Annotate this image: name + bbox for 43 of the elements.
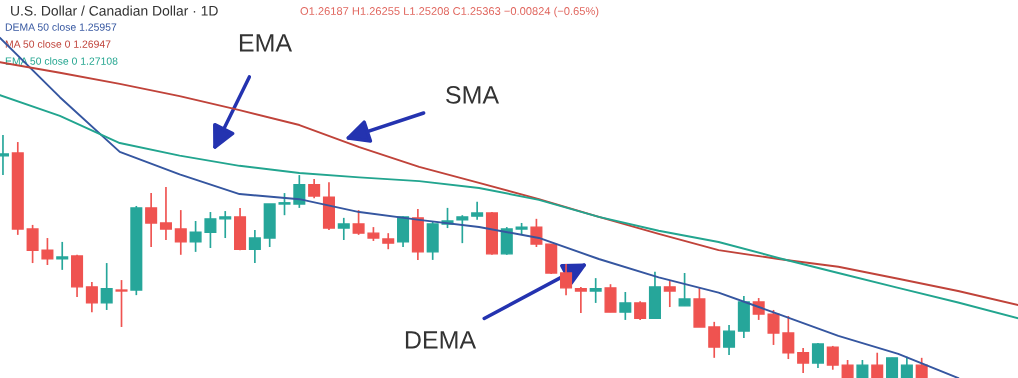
candlestick	[574, 286, 587, 314]
chart-title: U.S. Dollar / Canadian Dollar · 1D	[11, 5, 218, 16]
candlestick	[589, 277, 602, 304]
candlestick	[560, 263, 573, 296]
candlestick	[634, 300, 647, 321]
series-label: MA 50 close 0 1.26947	[5, 40, 111, 48]
candlestick	[278, 192, 291, 217]
candlestick	[248, 229, 261, 264]
candlestick	[219, 210, 232, 239]
candlestick	[767, 309, 780, 346]
candlestick	[352, 209, 365, 236]
candlestick	[145, 192, 158, 248]
candlestick	[886, 356, 899, 378]
series-label: DEMA 50 close 1.25957	[5, 23, 117, 31]
candlestick	[115, 279, 128, 328]
candlestick	[723, 324, 736, 356]
candlestick	[678, 272, 691, 307]
annotation: DEMA	[405, 331, 477, 349]
candlestick	[204, 211, 217, 249]
candlestick	[708, 321, 721, 359]
annotation: SMA	[446, 86, 500, 104]
candlestick	[337, 217, 350, 241]
candlestick	[100, 262, 113, 311]
candlestick	[900, 356, 913, 378]
candlestick	[456, 214, 469, 244]
text: O1.26187 H1.26255 L1.25208 C1.25363 −0.00824 (−0.65%)	[300, 6, 599, 18]
candlestick	[871, 351, 884, 378]
candlestick	[308, 178, 321, 200]
candlestick	[293, 174, 306, 209]
candlestick	[619, 291, 632, 321]
candlestick	[797, 347, 810, 374]
candlestick	[663, 280, 676, 308]
candlestick	[174, 209, 187, 256]
candlestick	[159, 186, 172, 241]
candlestick	[85, 281, 98, 313]
candlestick	[915, 356, 928, 378]
candlestick	[41, 237, 54, 266]
candlestick	[189, 220, 202, 253]
candlestick	[26, 224, 39, 264]
candlestick	[782, 315, 795, 360]
annotation: EMA	[239, 34, 293, 52]
candlestick	[811, 342, 824, 369]
candlestick	[56, 241, 69, 271]
